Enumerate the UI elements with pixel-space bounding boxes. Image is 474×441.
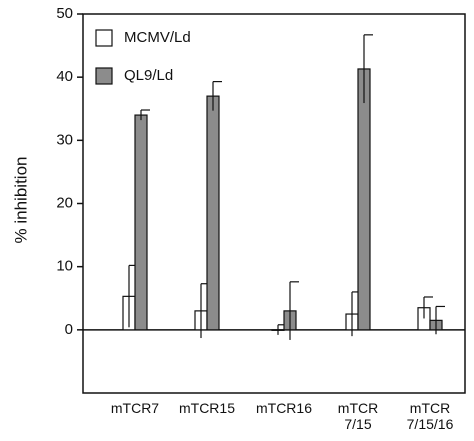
x-tick-label: mTCR15 [178,400,235,416]
y-tick-label: 0 [65,321,73,338]
error-bar [363,34,373,104]
error-bar [212,80,222,111]
y-tick-label: 40 [56,68,73,85]
y-axis-label: % inhibition [11,157,30,244]
y-tick-label: 20 [56,194,73,211]
x-tick-label: mTCR16 [255,400,312,416]
x-tick-label: mTCR 7/15 [337,400,379,432]
bar [134,114,148,331]
x-tick-label: mTCR 7/15/16 [406,400,454,432]
legend-swatch [95,29,113,47]
y-tick-label: 10 [56,258,73,275]
error-bar [289,281,299,340]
legend-swatch [95,67,113,85]
error-bar [140,109,150,121]
legend-label: QL9/Ld [124,67,173,84]
legend-label: MCMV/Ld [124,29,191,46]
error-bar [423,296,433,319]
bar [206,95,220,331]
x-tick-label: mTCR7 [110,400,160,416]
y-tick-label: 30 [56,131,73,148]
error-bar [435,305,445,335]
y-tick-label: 50 [56,5,73,22]
bar [357,68,371,331]
